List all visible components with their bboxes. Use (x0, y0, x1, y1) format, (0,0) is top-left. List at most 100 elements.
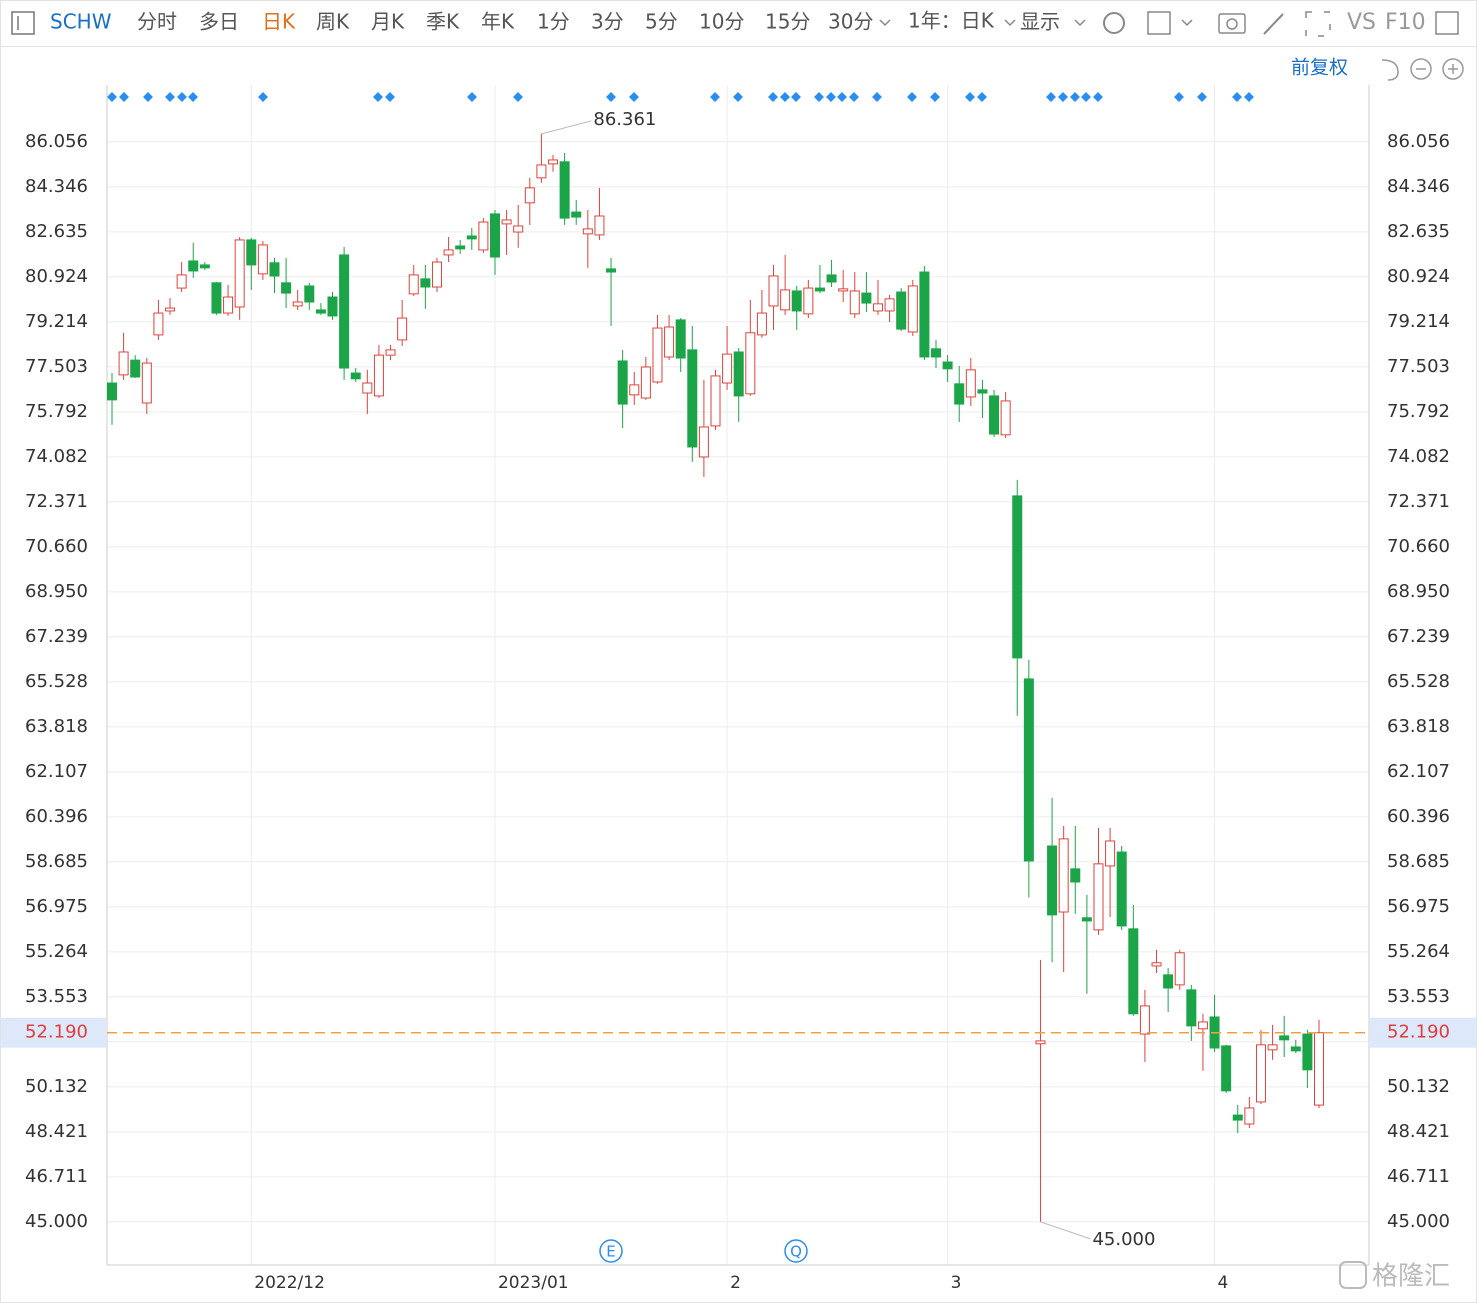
event-marker[interactable] (977, 92, 987, 102)
period-tab[interactable]: 周K (316, 10, 350, 34)
last-price-box-right (1370, 1017, 1476, 1048)
y2-tick-label: 75.792 (1387, 401, 1450, 422)
y-tick-label: 62.107 (25, 761, 88, 782)
candle-body (1047, 845, 1058, 916)
event-marker[interactable] (710, 92, 720, 102)
y2-tick-label: 77.503 (1387, 356, 1450, 377)
event-marker[interactable] (107, 92, 117, 102)
camera-lens (1226, 18, 1238, 30)
candle-body (826, 274, 837, 283)
event-marker[interactable] (1058, 92, 1068, 102)
adjust-label[interactable]: 前复权 (1291, 57, 1348, 79)
candle-body (1093, 863, 1104, 931)
period-tab[interactable]: 30分 (828, 10, 873, 34)
y2-tick-label: 58.685 (1387, 851, 1450, 872)
event-marker[interactable] (1244, 92, 1254, 102)
y2-tick-label: 65.528 (1387, 671, 1450, 692)
event-marker[interactable] (814, 92, 824, 102)
candle-body (188, 260, 199, 272)
event-marker[interactable] (1081, 92, 1091, 102)
event-marker[interactable] (1070, 92, 1080, 102)
candle-body (1139, 1005, 1150, 1035)
period-tab[interactable]: 季K (426, 10, 460, 34)
y-tick-label: 82.635 (25, 221, 88, 242)
period-tab[interactable]: 3分 (591, 10, 624, 34)
event-marker[interactable] (768, 92, 778, 102)
y2-tick-label: 62.107 (1387, 761, 1450, 782)
settings-icon[interactable] (1103, 12, 1125, 34)
event-marker[interactable] (513, 92, 523, 102)
period-tab[interactable]: 多日 (199, 10, 239, 34)
event-marker[interactable] (930, 92, 940, 102)
event-marker[interactable] (826, 92, 836, 102)
undo-icon[interactable] (1381, 59, 1399, 81)
y2-tick-label: 80.924 (1387, 266, 1450, 287)
y-tick-label: 72.371 (25, 491, 88, 512)
candle-body (989, 395, 1000, 435)
event-marker[interactable] (629, 92, 639, 102)
event-marker[interactable] (872, 92, 882, 102)
candle-body (350, 372, 361, 380)
candle-body (617, 360, 628, 405)
event-icon[interactable] (784, 1239, 808, 1263)
panel-icon[interactable] (1435, 11, 1459, 35)
period-tab[interactable]: 日K (262, 10, 296, 34)
period-tab[interactable]: 分时 (137, 10, 177, 34)
candle-body (1128, 928, 1139, 1015)
event-marker[interactable] (1046, 92, 1056, 102)
camera-icon[interactable] (1218, 13, 1246, 34)
event-marker[interactable] (907, 92, 917, 102)
event-marker[interactable] (165, 92, 175, 102)
watermark: 格隆汇 (1372, 1262, 1450, 1292)
candle-body (176, 274, 187, 289)
candle-body (443, 249, 454, 256)
event-marker[interactable] (849, 92, 859, 102)
vs-button[interactable]: VS (1347, 10, 1376, 35)
event-marker[interactable] (606, 92, 616, 102)
event-icon[interactable] (599, 1239, 623, 1263)
candle-body (919, 271, 930, 358)
event-marker[interactable] (1197, 92, 1207, 102)
event-marker[interactable] (780, 92, 790, 102)
candle-body (768, 275, 779, 307)
symbol[interactable]: SCHW (50, 10, 112, 34)
candle-body (652, 327, 663, 383)
candle-body (1012, 495, 1023, 659)
candle-body (756, 312, 767, 336)
event-marker[interactable] (837, 92, 847, 102)
period-tab[interactable]: 年K (481, 10, 515, 34)
event-marker[interactable] (733, 92, 743, 102)
period-tab[interactable]: 5分 (645, 10, 678, 34)
event-icon-label: E (606, 1243, 615, 1261)
fullscreen-icon[interactable] (1305, 11, 1331, 37)
event-marker[interactable] (791, 92, 801, 102)
event-marker[interactable] (188, 92, 198, 102)
menu-icon[interactable] (11, 11, 35, 35)
period-tab[interactable]: 10分 (699, 10, 744, 34)
candle-body (1232, 1114, 1243, 1121)
event-marker[interactable] (1093, 92, 1103, 102)
period-tab[interactable]: 15分 (765, 10, 810, 34)
y-tick-label: 70.660 (25, 536, 88, 557)
zoom-out[interactable] (1410, 58, 1432, 80)
zoom-in[interactable] (1442, 58, 1464, 80)
event-marker[interactable] (143, 92, 153, 102)
display-select[interactable]: 显示 (1020, 10, 1060, 34)
period-select[interactable]: 1年：日K (908, 9, 995, 33)
y-tick-label: 67.239 (25, 626, 88, 647)
draw-icon[interactable] (1263, 13, 1284, 35)
candle-body (1255, 1044, 1266, 1103)
candle-body (814, 287, 825, 292)
f10-button[interactable]: F10 (1385, 10, 1426, 35)
layout-icon[interactable] (1147, 11, 1171, 35)
candle-body (1163, 974, 1174, 989)
event-marker[interactable] (965, 92, 975, 102)
event-marker[interactable] (1174, 92, 1184, 102)
event-marker[interactable] (119, 92, 129, 102)
period-tab[interactable]: 1分 (537, 10, 570, 34)
event-marker[interactable] (177, 92, 187, 102)
period-tab[interactable]: 月K (371, 10, 405, 34)
event-marker[interactable] (1232, 92, 1242, 102)
candle-body (548, 159, 559, 165)
